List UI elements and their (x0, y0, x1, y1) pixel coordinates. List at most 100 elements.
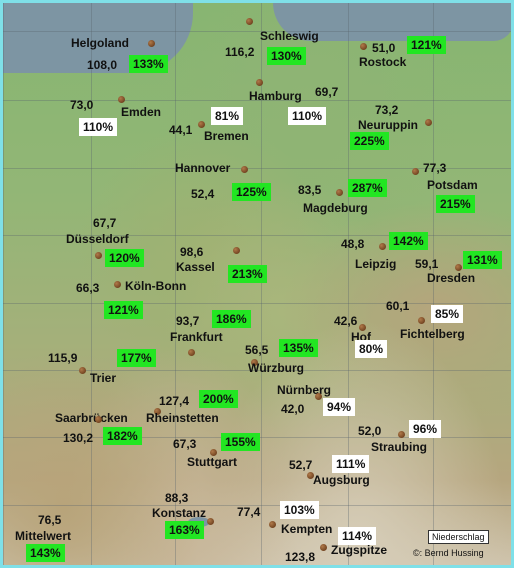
precip-percent-badge: 85% (431, 305, 464, 323)
grid-line (3, 31, 511, 32)
precip-percent-badge: 121% (407, 36, 446, 54)
precip-value: 60,1 (386, 299, 410, 313)
precip-value: 108,0 (87, 58, 118, 72)
average-label: Mittelwert (15, 529, 72, 543)
city-label: Stuttgart (187, 455, 237, 469)
city-label: Köln-Bonn (125, 279, 187, 293)
city-label: Augsburg (313, 473, 370, 487)
station-marker (198, 121, 205, 128)
station-marker (315, 393, 322, 400)
city-label: Rostock (359, 55, 407, 69)
precip-percent-badge: 110% (288, 107, 327, 125)
precip-value: 44,1 (169, 123, 193, 137)
city-label: Trier (90, 371, 117, 385)
station-marker (412, 168, 419, 175)
station-marker (418, 317, 425, 324)
precip-percent-badge: 120% (105, 249, 144, 267)
precip-percent-badge: 111% (332, 455, 370, 473)
city-label: Kassel (176, 260, 215, 274)
precip-percent-badge: 96% (409, 420, 442, 438)
precip-value: 83,5 (298, 183, 322, 197)
station-marker (118, 96, 125, 103)
precip-percent-badge: 177% (117, 349, 156, 367)
credit-text: ©: Bernd Hussing (413, 548, 484, 558)
station-marker (398, 431, 405, 438)
precip-value: 59,1 (415, 257, 439, 271)
city-label: Fichtelberg (400, 327, 465, 341)
city-label: Hannover (175, 161, 231, 175)
city-label: Straubing (371, 440, 427, 454)
grid-line (3, 370, 511, 371)
city-label: Nürnberg (277, 383, 331, 397)
station-marker (154, 408, 161, 415)
precip-value: 42,0 (281, 402, 305, 416)
precip-percent-badge: 133% (129, 55, 168, 73)
precip-value: 56,5 (245, 343, 269, 357)
precip-percent-badge: 125% (232, 183, 271, 201)
average-value: 76,5 (38, 513, 62, 527)
station-marker (233, 247, 240, 254)
precip-value: 73,2 (375, 103, 399, 117)
precip-percent-badge: 155% (221, 433, 260, 451)
precip-percent-badge: 121% (104, 301, 143, 319)
city-label: Emden (121, 105, 162, 119)
city-label: Magdeburg (303, 201, 368, 215)
grid-line (3, 168, 511, 169)
city-label: Zugspitze (331, 543, 387, 557)
city-label: Potsdam (427, 178, 478, 192)
city-label: Kempten (281, 522, 333, 536)
precip-percent-badge: 103% (280, 501, 319, 519)
grid-line (3, 235, 511, 236)
precip-value: 52,7 (289, 458, 313, 472)
station-marker (359, 324, 366, 331)
station-marker (425, 119, 432, 126)
precip-percent-badge: 142% (389, 232, 428, 250)
precip-percent-badge: 110% (79, 118, 118, 136)
precip-percent-badge: 80% (355, 340, 388, 358)
station-marker (320, 544, 327, 551)
precip-percent-badge: 94% (323, 398, 356, 416)
station-marker (95, 252, 102, 259)
grid-line (175, 3, 176, 565)
precip-percent-badge: 135% (279, 339, 318, 357)
precip-value: 115,9 (48, 351, 78, 365)
city-label: Würzburg (248, 361, 304, 375)
precip-value: 69,7 (315, 85, 339, 99)
precip-value: 52,4 (191, 187, 215, 201)
grid-line (348, 3, 349, 565)
grid-line (3, 505, 511, 506)
precip-percent-badge: 287% (348, 179, 387, 197)
precip-percent-badge: 163% (165, 521, 204, 539)
precip-value: 48,8 (341, 237, 365, 251)
station-marker (210, 449, 217, 456)
city-label: Düsseldorf (66, 232, 129, 246)
precip-value: 98,6 (180, 245, 204, 259)
grid-line (3, 3, 4, 565)
station-marker (455, 264, 462, 271)
station-marker (148, 40, 155, 47)
precip-value: 93,7 (176, 314, 200, 328)
station-marker (251, 359, 258, 366)
station-marker (241, 166, 248, 173)
station-marker (269, 521, 276, 528)
station-marker (379, 243, 386, 250)
baltic-sea (273, 3, 511, 41)
precip-percent-badge: 81% (211, 107, 244, 125)
precip-value: 67,7 (93, 216, 117, 230)
precip-value: 88,3 (165, 491, 189, 505)
city-label: Frankfurt (170, 330, 223, 344)
precip-value: 42,6 (334, 314, 358, 328)
precip-percent-badge: 130% (267, 47, 306, 65)
precip-value: 51,0 (372, 41, 396, 55)
city-label: Saarbrücken (55, 411, 128, 425)
city-label: Schleswig (260, 29, 319, 43)
grid-line (3, 303, 511, 304)
average-percent-badge: 143% (26, 544, 65, 562)
grid-line (261, 3, 262, 565)
precip-value: 116,2 (225, 45, 255, 59)
precip-value: 77,4 (237, 505, 261, 519)
precip-percent-badge: 182% (103, 427, 142, 445)
precip-percent-badge: 131% (463, 251, 502, 269)
city-label: Bremen (204, 129, 249, 143)
